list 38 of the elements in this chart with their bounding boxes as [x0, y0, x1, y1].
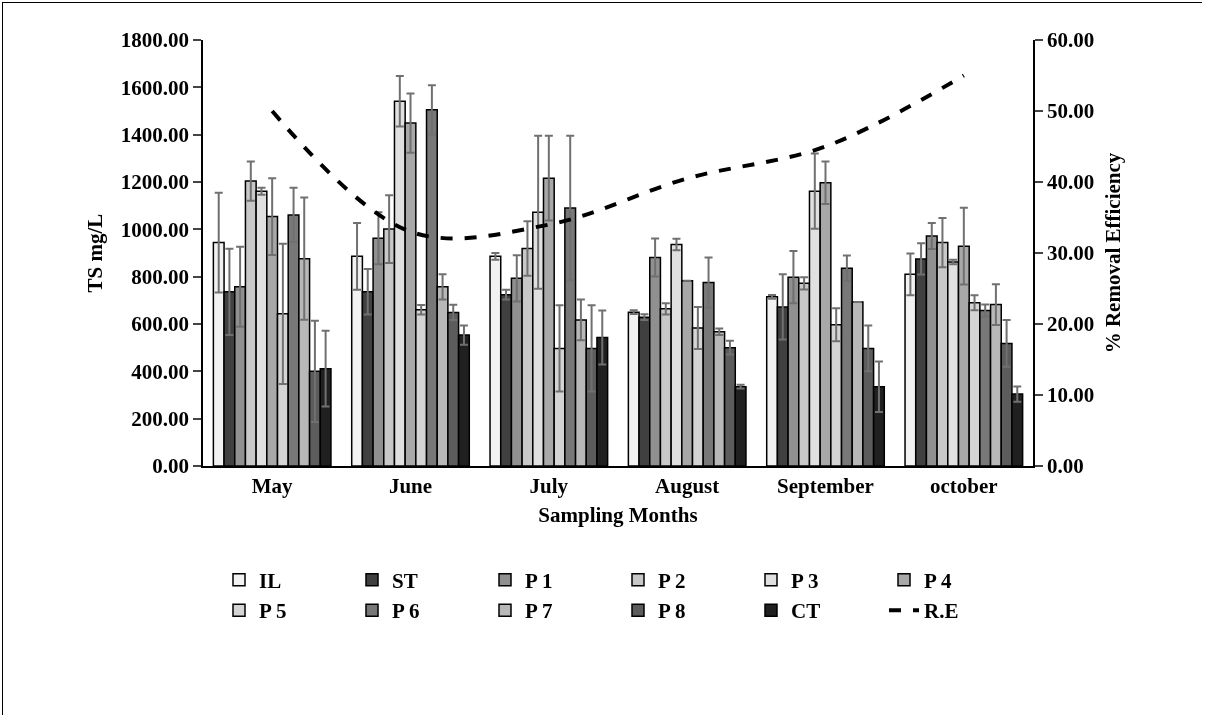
y2-tick-label: 60.00 — [1046, 28, 1095, 53]
legend-label: IL — [259, 569, 282, 594]
y2-tick-label: 20.00 — [1046, 312, 1095, 337]
x-tick-label: June — [388, 473, 433, 498]
y-tick-label: 600.00 — [131, 312, 190, 337]
y2-tick-label: 10.00 — [1046, 383, 1095, 408]
legend-label: P 7 — [525, 599, 553, 624]
legend-label: P 2 — [658, 569, 686, 594]
legend-label: R.E — [924, 599, 959, 624]
x-tick-label: July — [529, 473, 569, 498]
y-tick-label: 1600.00 — [120, 75, 190, 100]
y-axis-title: TS mg/L — [83, 213, 108, 293]
y-tick-label: 1400.00 — [120, 123, 190, 148]
y2-tick-label: 40.00 — [1046, 170, 1095, 195]
y-tick-label: 1800.00 — [120, 28, 190, 53]
y-tick-label: 1000.00 — [120, 217, 190, 242]
y-tick-label: 1200.00 — [120, 170, 190, 195]
y-tick-label: 200.00 — [131, 407, 190, 432]
x-tick-label: August — [655, 473, 720, 498]
y-tick-label: 0.00 — [152, 454, 190, 479]
x-tick-label: May — [251, 473, 294, 498]
x-tick-label: September — [777, 473, 874, 498]
legend-label: P 6 — [392, 599, 420, 624]
legend-label: P 4 — [924, 569, 952, 594]
x-tick-label: october — [930, 473, 998, 498]
y-tick-label: 800.00 — [131, 265, 190, 290]
legend-label: P 5 — [259, 599, 287, 624]
y2-tick-label: 0.00 — [1046, 454, 1084, 479]
y2-axis-title: % Removal Efficiency — [1100, 152, 1125, 354]
legend-label: CT — [791, 599, 821, 624]
y2-tick-label: 30.00 — [1046, 241, 1095, 266]
legend-label: ST — [392, 569, 418, 594]
legend-label: P 3 — [791, 569, 819, 594]
legend-label: P 8 — [658, 599, 686, 624]
legend-label: P 1 — [525, 569, 553, 594]
y2-tick-label: 50.00 — [1046, 99, 1095, 124]
x-axis-title: Sampling Months — [538, 502, 698, 527]
y-tick-label: 400.00 — [131, 359, 190, 384]
